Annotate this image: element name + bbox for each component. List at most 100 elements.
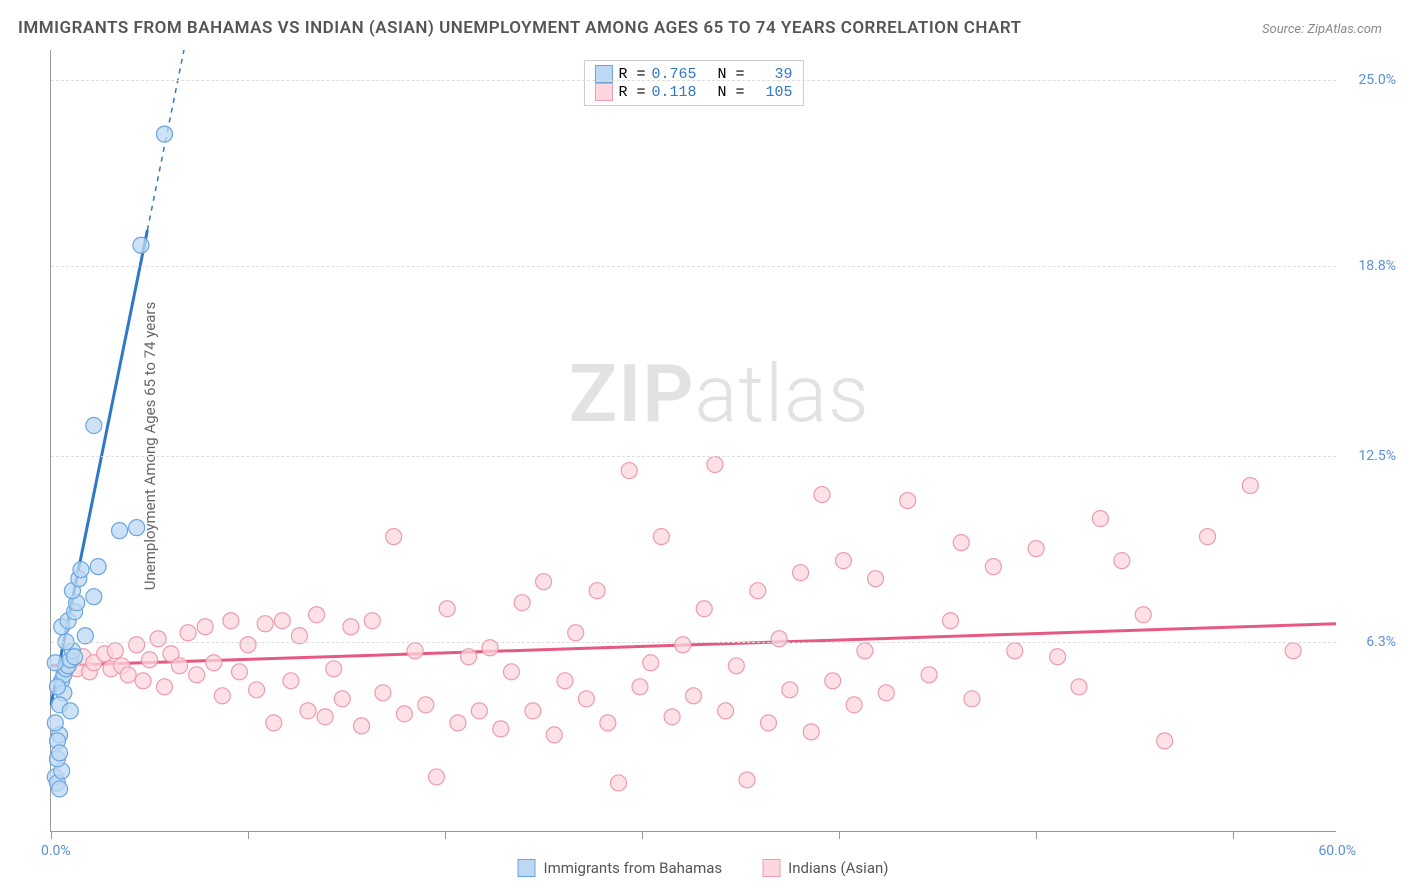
data-point — [206, 655, 222, 671]
data-point — [257, 616, 273, 632]
data-point — [793, 565, 809, 581]
data-point — [67, 649, 83, 665]
data-point — [150, 631, 166, 647]
x-max-label: 60.0% — [1318, 843, 1356, 859]
data-point — [62, 703, 78, 719]
x-tick — [642, 831, 643, 839]
data-point — [52, 781, 68, 797]
data-point — [49, 679, 65, 695]
data-point — [1135, 607, 1151, 623]
data-point — [632, 679, 648, 695]
data-point — [750, 583, 766, 599]
legend-bottom: Immigrants from Bahamas Indians (Asian) — [518, 859, 889, 877]
y-tick-label: 12.5% — [1358, 448, 1396, 464]
data-point — [557, 673, 573, 689]
data-point — [589, 583, 605, 599]
data-point — [653, 529, 669, 545]
data-point — [334, 691, 350, 707]
data-point — [142, 652, 158, 668]
x-tick — [839, 831, 840, 839]
data-point — [1157, 733, 1173, 749]
data-point — [172, 658, 188, 674]
data-point — [197, 619, 213, 635]
data-point — [274, 613, 290, 629]
chart-container: IMMIGRANTS FROM BAHAMAS VS INDIAN (ASIAN… — [0, 0, 1406, 892]
data-point — [47, 715, 63, 731]
data-point — [133, 237, 149, 253]
data-point — [47, 655, 63, 671]
data-point — [354, 718, 370, 734]
data-point — [921, 667, 937, 683]
data-point — [418, 697, 434, 713]
data-point — [461, 649, 477, 665]
chart-title: IMMIGRANTS FROM BAHAMAS VS INDIAN (ASIAN… — [18, 18, 1022, 38]
data-point — [503, 664, 519, 680]
swatch-indians — [762, 859, 780, 877]
data-point — [728, 658, 744, 674]
data-point — [135, 673, 151, 689]
legend-label-bahamas: Immigrants from Bahamas — [544, 859, 723, 877]
data-point — [643, 655, 659, 671]
data-point — [718, 703, 734, 719]
data-point — [157, 679, 173, 695]
data-point — [578, 691, 594, 707]
stats-box: R = 0.765 N = 39 R = 0.118 N = 105 — [583, 60, 803, 106]
data-point — [493, 721, 509, 737]
data-point — [1200, 529, 1216, 545]
data-point — [439, 601, 455, 617]
data-point — [814, 487, 830, 503]
data-point — [771, 631, 787, 647]
data-point — [803, 724, 819, 740]
data-point — [546, 727, 562, 743]
data-point — [943, 613, 959, 629]
data-point — [696, 601, 712, 617]
data-point — [825, 673, 841, 689]
data-point — [73, 562, 89, 578]
data-point — [471, 703, 487, 719]
data-point — [396, 706, 412, 722]
swatch-bahamas — [518, 859, 536, 877]
data-point — [782, 682, 798, 698]
data-point — [129, 520, 145, 536]
data-point — [536, 574, 552, 590]
gridline — [51, 456, 1336, 457]
data-point — [1028, 541, 1044, 557]
data-point — [686, 688, 702, 704]
data-point — [611, 775, 627, 791]
data-point — [846, 697, 862, 713]
y-tick-label: 6.3% — [1366, 634, 1396, 650]
x-tick — [1036, 831, 1037, 839]
data-point — [107, 643, 123, 659]
gridline — [51, 80, 1336, 81]
data-point — [317, 709, 333, 725]
data-point — [249, 682, 265, 698]
data-point — [300, 703, 316, 719]
data-point — [964, 691, 980, 707]
data-point — [707, 457, 723, 473]
data-point — [86, 417, 102, 433]
legend-item-bahamas: Immigrants from Bahamas — [518, 859, 723, 877]
data-point — [364, 613, 380, 629]
data-point — [120, 667, 136, 683]
data-point — [1092, 511, 1108, 527]
plot-area: ZIPatlas R = 0.765 N = 39 R = 0.118 N = … — [50, 50, 1336, 832]
r-value-indians: 0.118 — [651, 84, 696, 101]
data-point — [407, 643, 423, 659]
x-tick — [51, 831, 52, 839]
data-point — [283, 673, 299, 689]
data-point — [231, 664, 247, 680]
y-tick-label: 25.0% — [1358, 72, 1396, 88]
data-point — [857, 643, 873, 659]
data-point — [1050, 649, 1066, 665]
x-tick — [445, 831, 446, 839]
data-point — [664, 709, 680, 725]
data-point — [157, 126, 173, 142]
data-point — [112, 523, 128, 539]
scatter-plot-svg — [51, 50, 1336, 831]
data-point — [223, 613, 239, 629]
x-tick — [248, 831, 249, 839]
swatch-indians — [594, 83, 612, 101]
data-point — [214, 688, 230, 704]
data-point — [266, 715, 282, 731]
legend-item-indians: Indians (Asian) — [762, 859, 888, 877]
